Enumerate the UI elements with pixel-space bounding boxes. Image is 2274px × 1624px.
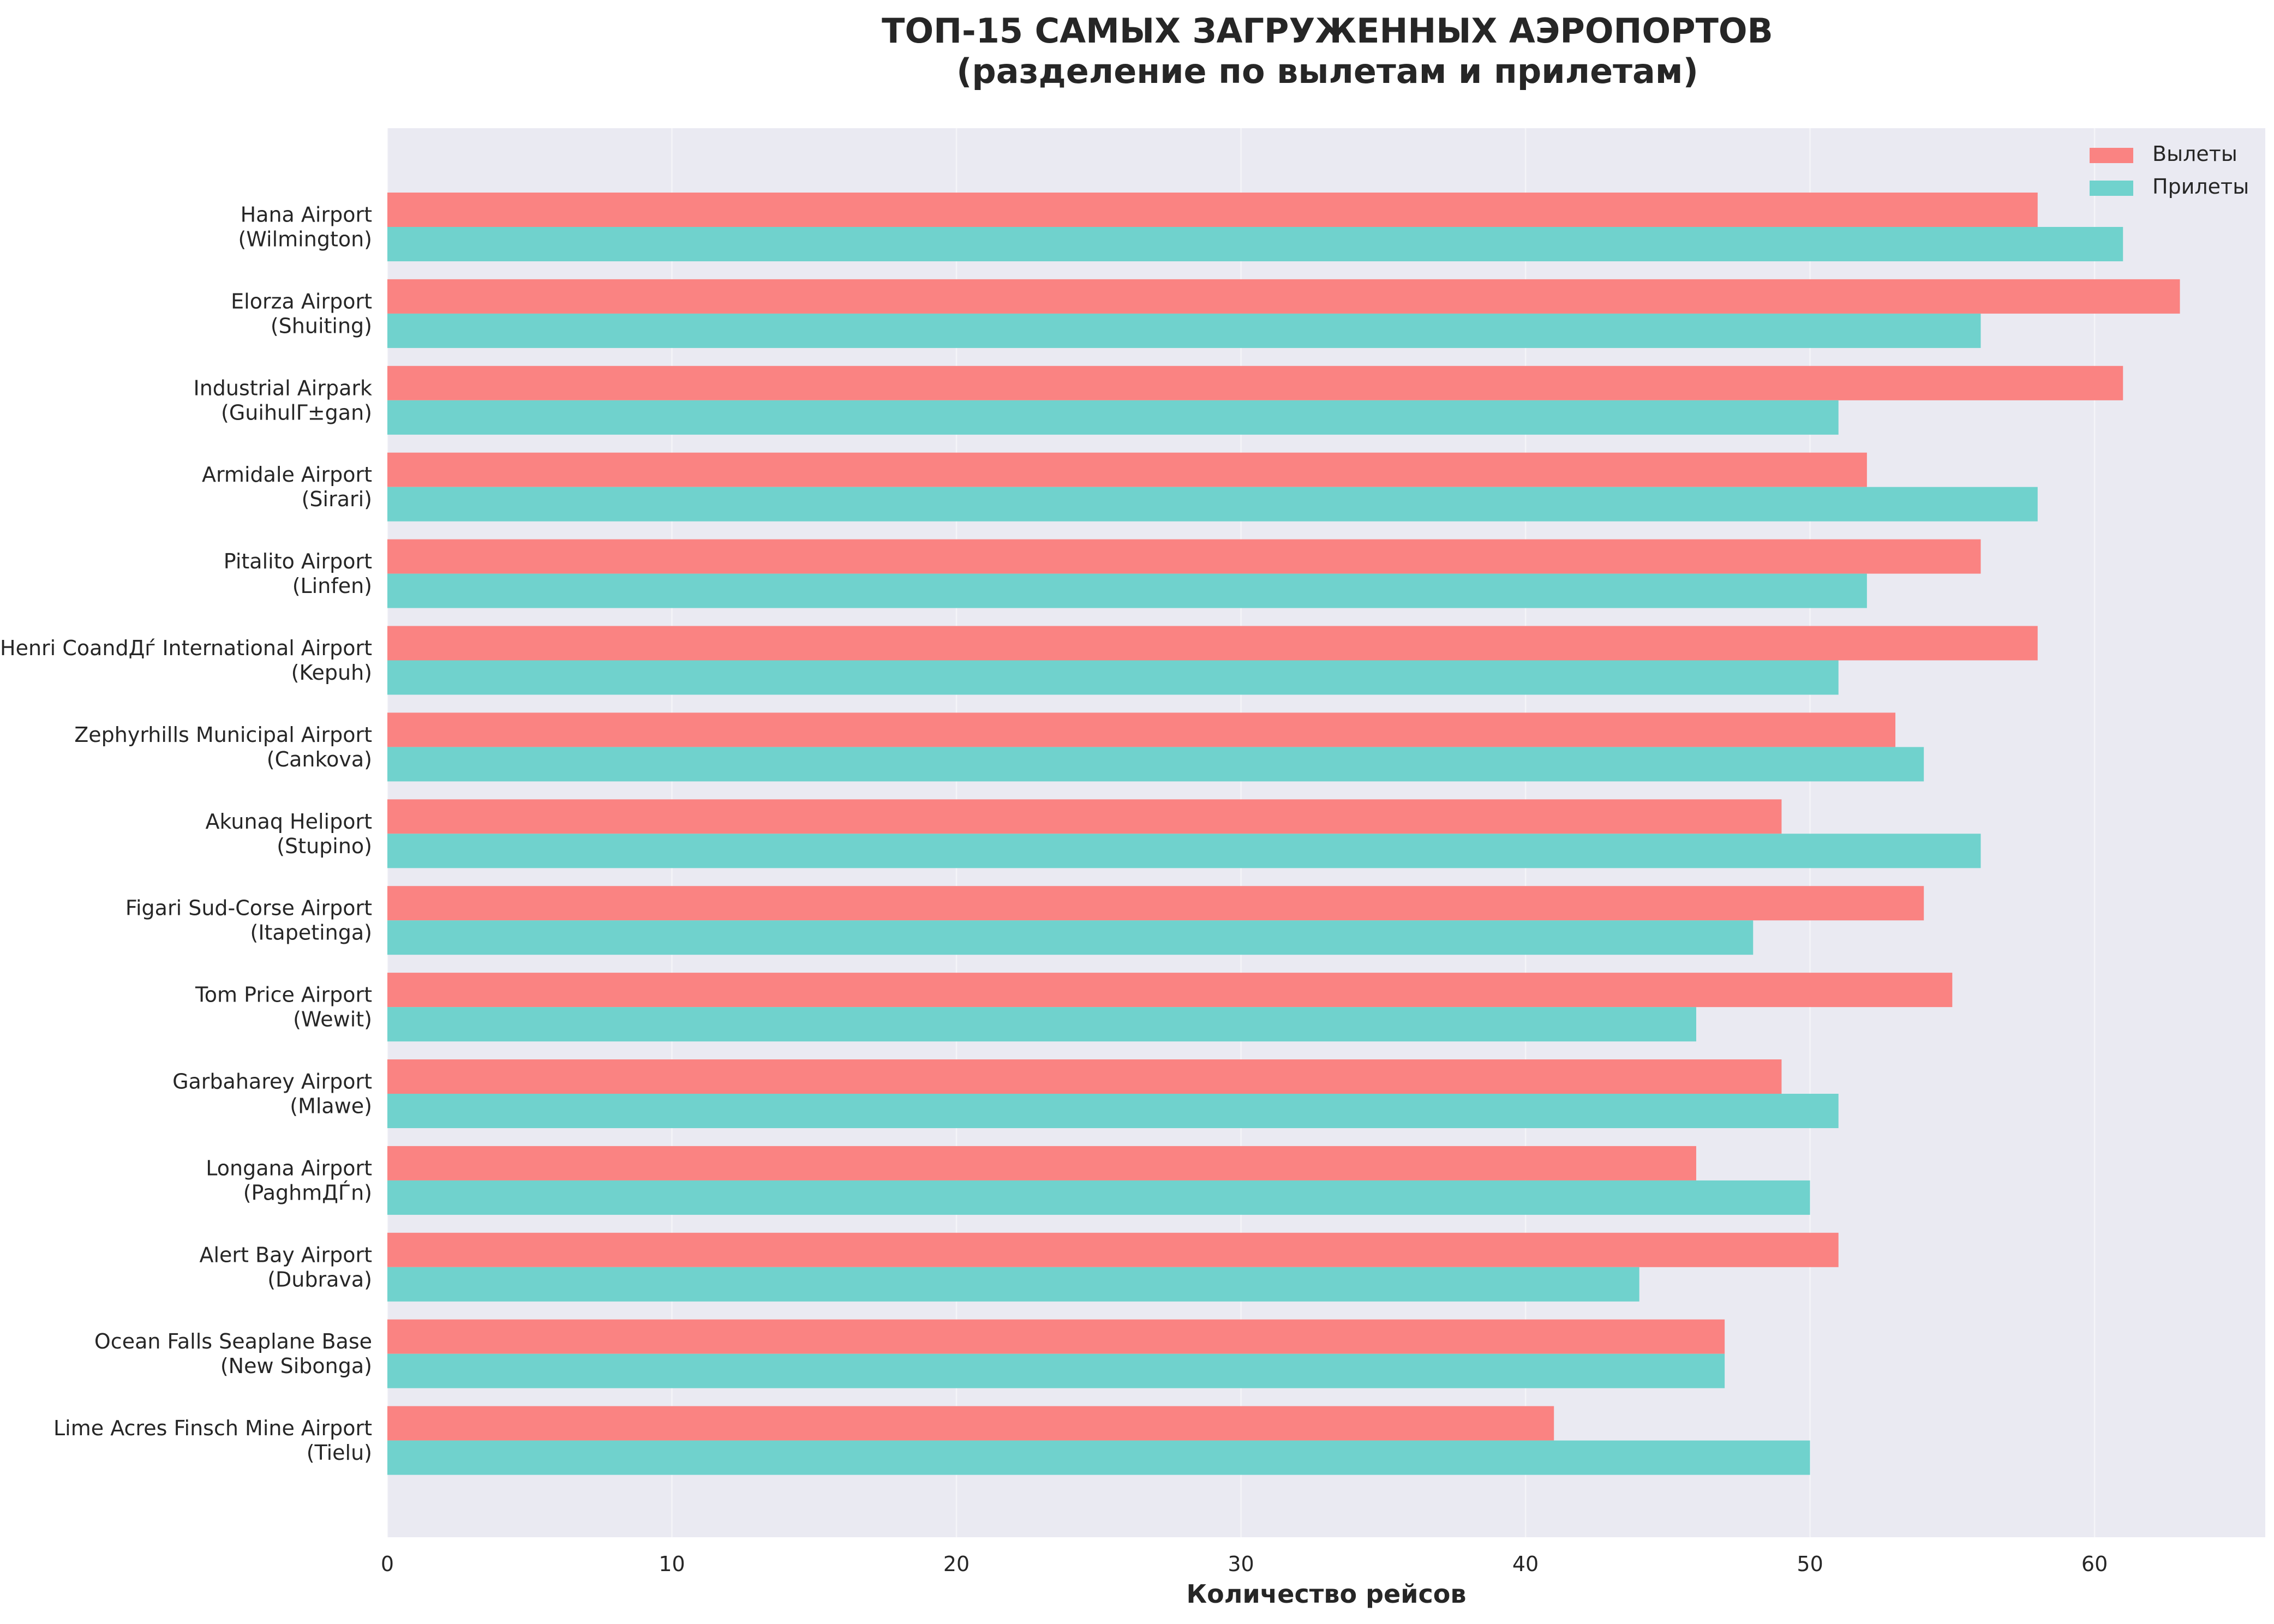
bar-arrivals xyxy=(387,313,1981,348)
y-category-label: Zephyrhills Municipal Airport (Cankova) xyxy=(74,723,372,771)
bar-arrivals xyxy=(387,227,2123,261)
y-category-label: Pitalito Airport (Linfen) xyxy=(224,549,372,598)
bar-departures xyxy=(387,365,2123,400)
bar-departures xyxy=(387,1232,1839,1267)
bar-arrivals xyxy=(387,834,1981,868)
y-category-label: Figari Sud-Corse Airport (Itapetinga) xyxy=(125,896,372,945)
bar-departures xyxy=(387,1146,1696,1180)
bar-arrivals xyxy=(387,487,2038,522)
y-category-label: Elorza Airport (Shuiting) xyxy=(231,289,372,338)
bar-arrivals xyxy=(387,1440,1810,1475)
y-category-label: Tom Price Airport (Wewit) xyxy=(195,983,372,1032)
bar-departures xyxy=(387,279,2180,314)
x-axis-ticks: 0 10 20 30 40 50 60 xyxy=(381,1552,2108,1576)
legend-swatch xyxy=(2090,148,2133,163)
bar-departures xyxy=(387,626,2038,661)
x-tick-label: 60 xyxy=(2081,1552,2108,1576)
bar-departures xyxy=(387,1319,1725,1354)
bar-departures xyxy=(387,193,2038,227)
bar-departures xyxy=(387,452,1867,487)
chart-title: ТОП-15 САМЫХ ЗАГРУЖЕННЫХ АЭРОПОРТОВ (разд… xyxy=(882,11,1773,91)
bar-arrivals xyxy=(387,1267,1639,1302)
y-category-label: Lime Acres Finsch Mine Airport (Tielu) xyxy=(53,1416,372,1465)
x-tick-label: 50 xyxy=(1797,1552,1823,1576)
bar-departures xyxy=(387,973,1953,1008)
x-tick-label: 40 xyxy=(1512,1552,1539,1576)
y-category-label: Hana Airport (Wilmington) xyxy=(238,203,372,251)
y-category-label: Longana Airport (PaghmДЃn) xyxy=(206,1156,372,1204)
y-category-label: Industrial Airpark (GuihulΓ±gan) xyxy=(193,376,372,424)
x-axis-label: Количество рейсов xyxy=(1187,1579,1467,1609)
y-category-label: Akunaq Heliport (Stupino) xyxy=(206,810,372,858)
bar-departures xyxy=(387,539,1981,574)
bar-arrivals xyxy=(387,573,1867,608)
bar-arrivals xyxy=(387,1353,1725,1388)
bar-departures xyxy=(387,799,1782,834)
bar-departures xyxy=(387,886,1924,921)
bar-arrivals xyxy=(387,1094,1839,1128)
legend: Вылеты Прилеты xyxy=(2090,142,2249,199)
bar-departures xyxy=(387,712,1896,747)
legend-swatch xyxy=(2090,181,2133,196)
x-tick-label: 30 xyxy=(1228,1552,1254,1576)
bar-arrivals xyxy=(387,1007,1696,1042)
bar-arrivals xyxy=(387,660,1839,695)
y-category-label: Alert Bay Airport (Dubrava) xyxy=(199,1243,372,1291)
bar-arrivals xyxy=(387,747,1924,782)
legend-label: Вылеты xyxy=(2152,142,2237,166)
y-category-label: Armidale Airport (Sirari) xyxy=(202,463,372,511)
y-category-label: Garbaharey Airport (Mlawe) xyxy=(172,1070,372,1118)
x-tick-label: 10 xyxy=(659,1552,685,1576)
bar-departures xyxy=(387,1406,1554,1441)
legend-label: Прилеты xyxy=(2152,175,2249,199)
x-tick-label: 0 xyxy=(381,1552,394,1576)
bar-arrivals xyxy=(387,920,1754,955)
y-category-label: Henri CoandДѓ International Airport (Kepu… xyxy=(0,636,372,685)
bar-departures xyxy=(387,1059,1782,1094)
y-category-label: Ocean Falls Seaplane Base (New Sibonga) xyxy=(94,1329,372,1378)
bar-arrivals xyxy=(387,400,1839,435)
x-tick-label: 20 xyxy=(943,1552,970,1576)
bars xyxy=(387,193,2180,1475)
bar-arrivals xyxy=(387,1180,1810,1215)
y-axis-labels: Hana Airport (Wilmington) Elorza Airport (S… xyxy=(0,203,372,1465)
